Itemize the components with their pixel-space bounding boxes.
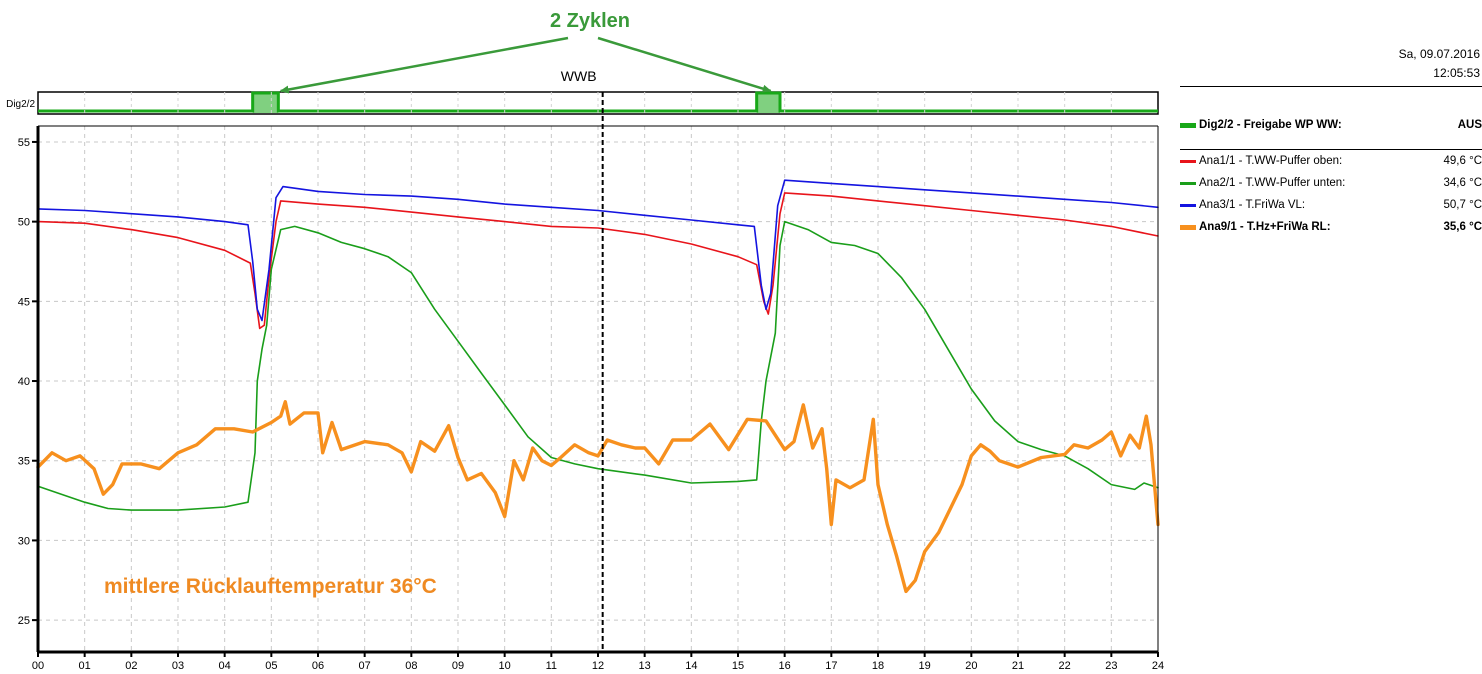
digital-on-block-2 [756,93,780,113]
x-tick-label: 10 [499,660,511,672]
legend-label-ana9: Ana9/1 - T.Hz+FriWa RL: [1199,221,1331,233]
annotation-return-temp: mittlere Rücklauftemperatur 36°C [104,575,437,598]
digital-panel-label: Dig2/2 [6,99,35,110]
x-tick-label: 24 [1152,660,1164,672]
y-tick-label: 25 [18,615,30,627]
x-tick-label: 04 [219,660,231,672]
legend-row-ana9: Ana9/1 - T.Hz+FriWa RL: 35,6 °C [1180,220,1482,238]
series-line-4 [36,400,1160,594]
chart-canvas: Dig2/2 25 30 35 40 45 50 55 00 01 02 03 04 05 06 07 08 09… [6,10,1164,672]
x-tick-label: 09 [452,660,464,672]
legend-swatch-ana3 [1180,204,1196,207]
x-tick-label: 23 [1105,660,1117,672]
legend-separator-top [1180,86,1482,87]
marker-label: WWB [561,68,597,84]
digital-step-line [38,91,1158,113]
y-tick-label: 50 [18,217,30,229]
legend-digital-row: Dig2/2 - Freigabe WP WW: AUS [1180,118,1482,136]
legend-date: Sa, 09.07.2016 [1398,47,1480,61]
legend-value-ana3: 50,7 °C [1443,199,1482,211]
series-line-3 [37,179,1159,322]
legend-separator-mid [1180,149,1482,150]
x-tick-label: 01 [79,660,91,672]
legend-label-ana2: Ana2/1 - T.WW-Puffer unten: [1199,177,1346,189]
y-tick-label: 45 [18,296,30,308]
series-line-2 [37,220,1159,511]
x-tick-label: 07 [359,660,371,672]
annotation-arrow-1 [279,36,569,94]
legend-datetime: Sa, 09.07.2016 12:05:53 [1399,45,1480,83]
legend-value-ana1: 49,6 °C [1443,155,1482,167]
series-line-1 [37,192,1159,330]
x-tick-label: 20 [965,660,977,672]
legend-swatch-ana2 [1180,182,1196,185]
x-tick-label: 08 [405,660,417,672]
x-tick-label: 15 [732,660,744,672]
y-tick-label: 35 [18,456,30,468]
x-tick-label: 21 [1012,660,1024,672]
legend-row-ana3: Ana3/1 - T.FriWa VL: 50,7 °C [1180,198,1482,216]
legend-label-ana3: Ana3/1 - T.FriWa VL: [1199,199,1306,211]
x-tick-label: 12 [592,660,604,672]
x-tick-label: 18 [872,660,884,672]
legend-swatch-ana9 [1180,225,1196,230]
x-tick-label: 14 [685,660,697,672]
digital-on-block-1 [252,93,279,113]
y-tick-label: 30 [18,535,30,547]
x-tick-label: 13 [639,660,651,672]
legend-swatch-ana1 [1180,160,1196,163]
y-tick-label: 40 [18,376,30,388]
x-tick-label: 03 [172,660,184,672]
annotation-arrow-2 [597,36,772,93]
legend-digital-value: AUS [1457,119,1482,131]
x-tick-label: 02 [125,660,137,672]
legend-digital-label: Dig2/2 - Freigabe WP WW: [1199,119,1342,131]
y-tick-label: 55 [18,137,30,149]
x-tick-label: 11 [546,660,557,672]
x-tick-label: 22 [1059,660,1071,672]
x-tick-label: 19 [919,660,931,672]
x-tick-label: 05 [265,660,277,672]
legend-row-ana1: Ana1/1 - T.WW-Puffer oben: 49,6 °C [1180,154,1482,172]
legend-label-ana1: Ana1/1 - T.WW-Puffer oben: [1199,155,1343,167]
x-tick-label: 06 [312,660,324,672]
annotation-cycles: 2 Zyklen [550,10,630,32]
x-tick-label: 16 [779,660,791,672]
legend-time: 12:05:53 [1433,66,1480,80]
legend-digital-swatch [1180,123,1196,128]
legend-panel: Sa, 09.07.2016 12:05:53 Dig2/2 - Freigab… [1180,0,1482,674]
x-tick-label: 17 [825,660,837,672]
legend-row-ana2: Ana2/1 - T.WW-Puffer unten: 34,6 °C [1180,176,1482,194]
legend-value-ana9: 35,6 °C [1443,221,1482,233]
plot-area [38,126,1158,652]
x-tick-label: 00 [32,660,44,672]
legend-value-ana2: 34,6 °C [1443,177,1482,189]
